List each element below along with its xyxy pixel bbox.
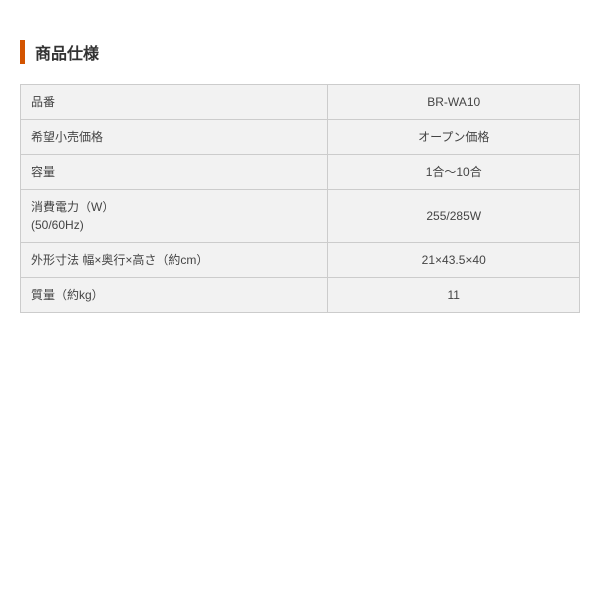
spec-label: 質量（約kg） xyxy=(21,278,328,313)
spec-value: 1合～10合 xyxy=(328,155,580,190)
spec-label: 希望小売価格 xyxy=(21,120,328,155)
table-row: 品番 BR-WA10 xyxy=(21,85,580,120)
spec-value: BR-WA10 xyxy=(328,85,580,120)
section-header: 商品仕様 xyxy=(20,40,580,64)
spec-table: 品番 BR-WA10 希望小売価格 オープン価格 容量 1合～10合 消費電力（… xyxy=(20,84,580,313)
spec-value: 255/285W xyxy=(328,190,580,243)
spec-value: オープン価格 xyxy=(328,120,580,155)
table-row: 容量 1合～10合 xyxy=(21,155,580,190)
table-row: 希望小売価格 オープン価格 xyxy=(21,120,580,155)
spec-label: 消費電力（W）(50/60Hz) xyxy=(21,190,328,243)
spec-value: 11 xyxy=(328,278,580,313)
table-row: 質量（約kg） 11 xyxy=(21,278,580,313)
accent-bar xyxy=(20,40,25,64)
spec-label: 容量 xyxy=(21,155,328,190)
spec-table-body: 品番 BR-WA10 希望小売価格 オープン価格 容量 1合～10合 消費電力（… xyxy=(21,85,580,313)
spec-label: 品番 xyxy=(21,85,328,120)
spec-label: 外形寸法 幅×奥行×高さ（約cm） xyxy=(21,243,328,278)
spec-value: 21×43.5×40 xyxy=(328,243,580,278)
table-row: 消費電力（W）(50/60Hz) 255/285W xyxy=(21,190,580,243)
table-row: 外形寸法 幅×奥行×高さ（約cm） 21×43.5×40 xyxy=(21,243,580,278)
section-title: 商品仕様 xyxy=(35,40,99,64)
